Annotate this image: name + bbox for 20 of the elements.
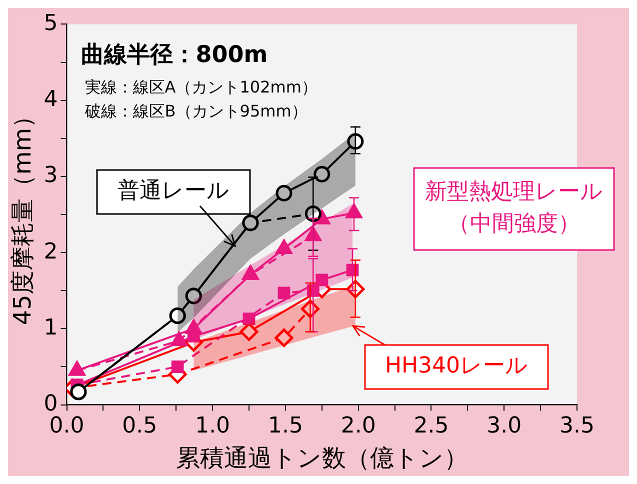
y-tick-label: 1 xyxy=(44,315,58,340)
annotation: 実線：線区A（カント102mm） xyxy=(84,77,318,96)
x-tick-label: 1.5 xyxy=(268,414,303,439)
x-tick-label: 2.0 xyxy=(340,414,376,439)
x-axis-title: 累積通過トン数（億トン） xyxy=(176,444,468,472)
x-tick-label: 0.5 xyxy=(122,414,158,439)
x-tick-label: 1.0 xyxy=(195,414,230,439)
y-tick-label: 2 xyxy=(44,239,58,264)
series-label: 普通レール xyxy=(118,178,230,204)
y-tick-label: 3 xyxy=(44,163,58,188)
y-tick-label: 4 xyxy=(44,87,58,112)
y-axis-title: 45度摩耗量（mm） xyxy=(8,104,37,326)
text: 新型熱処理レール（中間強度） xyxy=(425,180,603,237)
annotation: 曲線半径：800m xyxy=(80,42,268,68)
y-tick-label: 5 xyxy=(44,10,58,36)
x-tick-label: 2.5 xyxy=(414,414,449,439)
annotation: 破線：線区B（カント95mm） xyxy=(84,101,308,120)
x-tick-label: 3.0 xyxy=(486,414,522,439)
x-tick-label: 3.5 xyxy=(560,414,594,439)
legend-label: HH340レール xyxy=(384,354,528,379)
